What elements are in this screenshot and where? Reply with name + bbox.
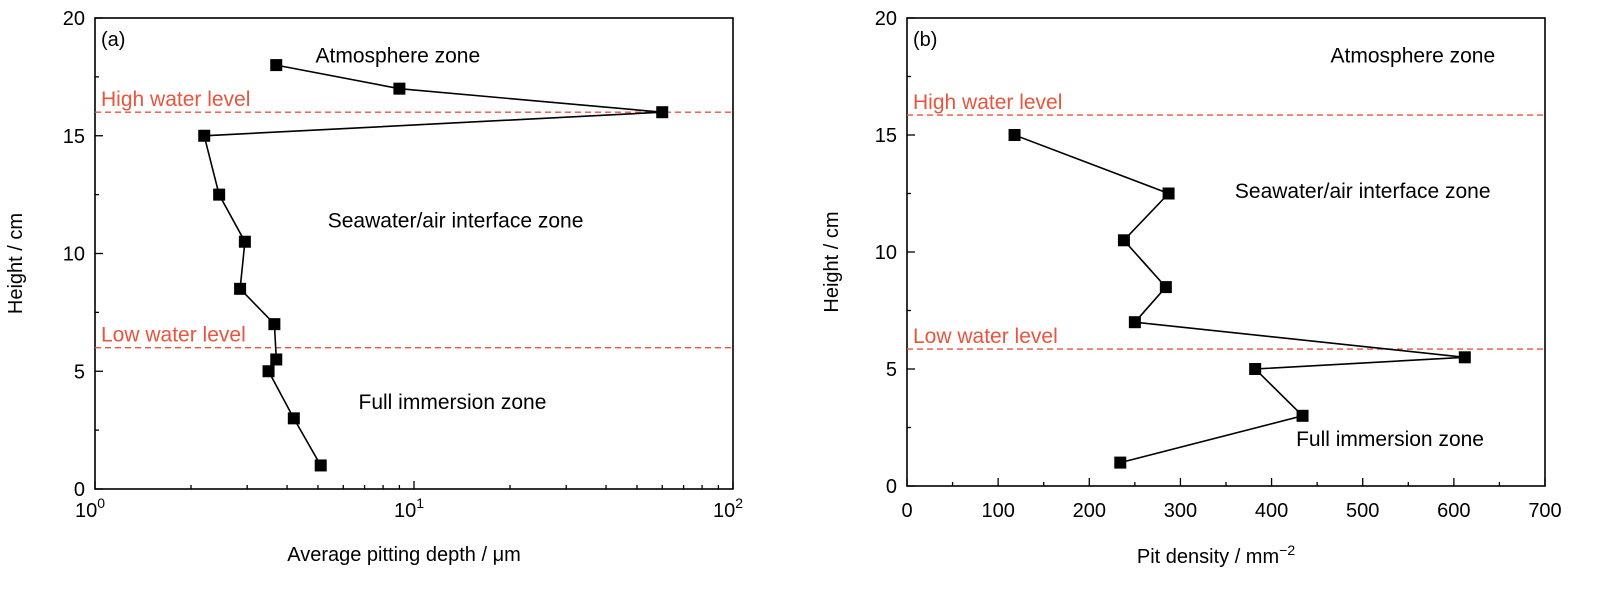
zone-label: Atmosphere zone (1331, 44, 1496, 67)
y-tick-label: 10 (875, 242, 897, 264)
y-tick-label: 15 (875, 125, 897, 147)
y-tick-label: 5 (74, 361, 85, 383)
panel-a: 0 5 10 15 20 100 101 102 Average pitting depth /… (5, 8, 743, 566)
zone-label: Atmosphere zone (316, 45, 481, 68)
data-point (393, 82, 406, 95)
zone-label: Seawater/air interface zone (1235, 180, 1491, 203)
zone-label: Full immersion zone (359, 391, 547, 414)
water-level-label: High water level (101, 88, 250, 111)
y-tick-label: 10 (63, 244, 85, 266)
data-point (234, 282, 247, 295)
data-point (1128, 316, 1141, 329)
x-tick-label: 102 (713, 495, 743, 522)
x-tick-label: 100 (75, 495, 105, 522)
data-point (1249, 363, 1262, 375)
data-point (198, 129, 211, 142)
x-axis-title: Average pitting depth / μm (287, 544, 521, 566)
data-point (1117, 234, 1130, 247)
data-point (262, 365, 275, 378)
data-point (213, 188, 226, 201)
x-axis-title: Pit density / mm−2 (1137, 542, 1295, 568)
x-tick-label: 101 (394, 495, 424, 522)
x-tick-label: 100 (981, 500, 1014, 522)
data-point (1296, 409, 1309, 422)
x-tick-label: 300 (1164, 500, 1197, 522)
y-tick-label: 0 (886, 476, 897, 498)
series-line (203, 64, 663, 466)
data-point (1458, 351, 1471, 364)
water-level-label: High water level (913, 91, 1062, 114)
water-level-label: Low water level (101, 324, 246, 347)
data-point (287, 412, 300, 425)
data-point (656, 106, 669, 119)
plot-frame (906, 17, 1546, 487)
x-tick-label: 200 (1073, 500, 1106, 522)
data-point (238, 235, 251, 248)
y-tick-label: 5 (886, 359, 897, 381)
data-point (314, 459, 327, 472)
zone-label: Seawater/air interface zone (328, 210, 584, 233)
data-point (270, 353, 283, 366)
x-tick-label: 0 (901, 500, 912, 522)
water-level-label: Low water level (913, 325, 1058, 348)
panel-label: (b) (913, 29, 937, 51)
y-tick-label: 20 (875, 8, 897, 30)
x-tick-label: 700 (1528, 500, 1561, 522)
panel-label: (a) (101, 29, 125, 51)
data-point (268, 318, 281, 331)
x-tick-label: 500 (1346, 500, 1379, 522)
y-tick-label: 15 (63, 126, 85, 148)
y-axis-title: Height / cm (5, 213, 27, 314)
data-point (270, 59, 283, 72)
y-axis-title: Height / cm (821, 211, 843, 312)
y-tick-label: 20 (63, 8, 85, 30)
x-tick-label: 400 (1255, 500, 1288, 522)
zone-label: Full immersion zone (1296, 428, 1484, 451)
data-point (1159, 281, 1172, 294)
data-point (1162, 187, 1175, 200)
x-tick-label: 600 (1437, 500, 1470, 522)
y-tick-label: 0 (74, 479, 85, 501)
data-point (1008, 129, 1021, 141)
data-point (1114, 456, 1127, 469)
